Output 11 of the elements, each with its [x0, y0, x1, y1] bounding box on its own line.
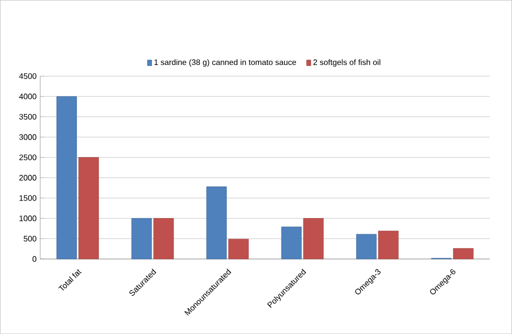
- bar: [56, 96, 77, 260]
- bar: [356, 234, 377, 260]
- bar: [206, 186, 227, 260]
- bar: [78, 157, 99, 260]
- bar: [303, 218, 324, 260]
- bar: [153, 218, 174, 260]
- bar: [131, 218, 152, 260]
- bar: [281, 226, 302, 260]
- bar: [453, 248, 474, 260]
- bar: [378, 230, 399, 260]
- bar: [228, 238, 249, 260]
